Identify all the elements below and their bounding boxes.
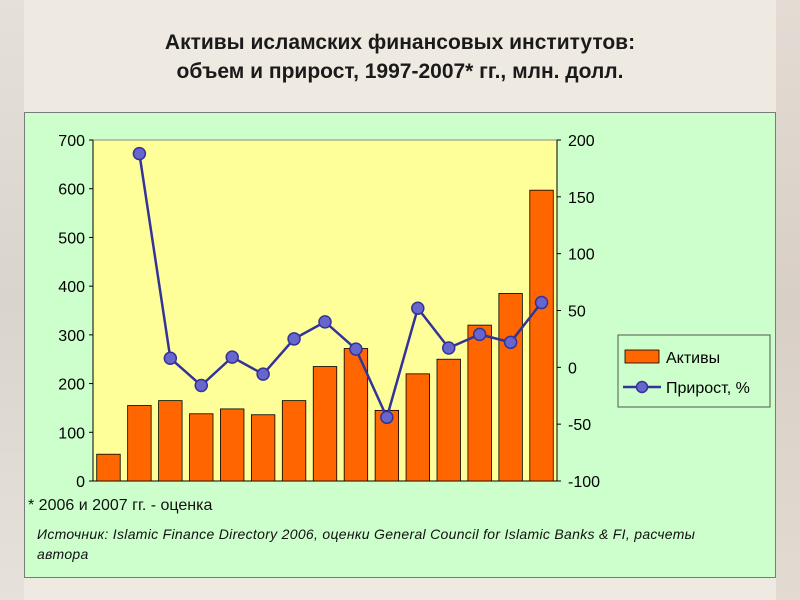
legend-label-assets: Активы (666, 350, 720, 367)
bar (374, 409, 400, 482)
chart: 0 100 200 300 400 500 600 700 -100 -50 0 50 100 150 20… (58, 133, 771, 491)
bar (498, 293, 523, 482)
line-point (380, 410, 394, 425)
y-right-tick-label: 150 (568, 190, 595, 207)
y-left-tick-label: 600 (58, 182, 85, 199)
legend (617, 334, 771, 408)
source-note: Источник: Islamic Finance Directory 2006… (37, 526, 696, 562)
line-point (225, 350, 239, 364)
background-right-strip (776, 0, 800, 600)
chart-panel: 0 100 200 300 400 500 600 700 -100 -50 0 50 100 150 20… (24, 112, 776, 578)
footnote: * 2006 и 2007 гг. - оценка (28, 497, 213, 514)
line-point (411, 301, 425, 315)
y-right-tick-label: 100 (568, 247, 595, 264)
bar (220, 408, 245, 482)
y-right-tick-label: -50 (568, 417, 591, 434)
y-left-tick-label: 200 (58, 377, 85, 394)
bar (405, 373, 430, 482)
bar (467, 324, 492, 482)
legend-label-growth: Прирост, % (666, 380, 750, 397)
y-right-tick-label: 0 (568, 360, 577, 377)
line-point (441, 341, 456, 355)
legend-line-marker (635, 380, 649, 394)
line-point (256, 367, 270, 381)
y-left-tick-label: 400 (58, 279, 85, 296)
line-point (349, 342, 363, 356)
line-point (472, 327, 487, 342)
line-point (163, 351, 178, 365)
line-point (503, 335, 518, 350)
bar (281, 400, 307, 482)
background-left-strip (0, 0, 24, 600)
line-point (194, 378, 209, 393)
bar (250, 414, 276, 482)
line-point (287, 332, 301, 346)
y-left-tick-label: 100 (58, 425, 85, 442)
y-right-tick-label: -100 (568, 474, 600, 491)
page-title: Активы исламских финансовых институтов: … (0, 28, 800, 86)
bar (312, 366, 338, 482)
legend-bar-swatch (624, 349, 660, 364)
bar (127, 405, 152, 482)
y-left-tick-label: 0 (76, 474, 85, 491)
line-point (132, 146, 147, 161)
bar (96, 453, 121, 482)
y-left-tick-label: 500 (58, 230, 85, 247)
line-point (534, 295, 549, 310)
title-line-1: Активы исламских финансовых институтов: (164, 31, 636, 54)
bar (189, 413, 214, 482)
bar (529, 189, 554, 482)
y-left-tick-label: 300 (58, 328, 85, 345)
y-right-tick-label: 200 (568, 133, 595, 150)
y-left-tick-label: 700 (58, 133, 85, 150)
bar (158, 400, 183, 482)
line-point (318, 315, 332, 329)
bar (436, 358, 461, 482)
title-line-2: объем и прирост, 1997-2007* гг., млн. до… (176, 60, 624, 83)
y-right-tick-label: 50 (568, 304, 586, 321)
